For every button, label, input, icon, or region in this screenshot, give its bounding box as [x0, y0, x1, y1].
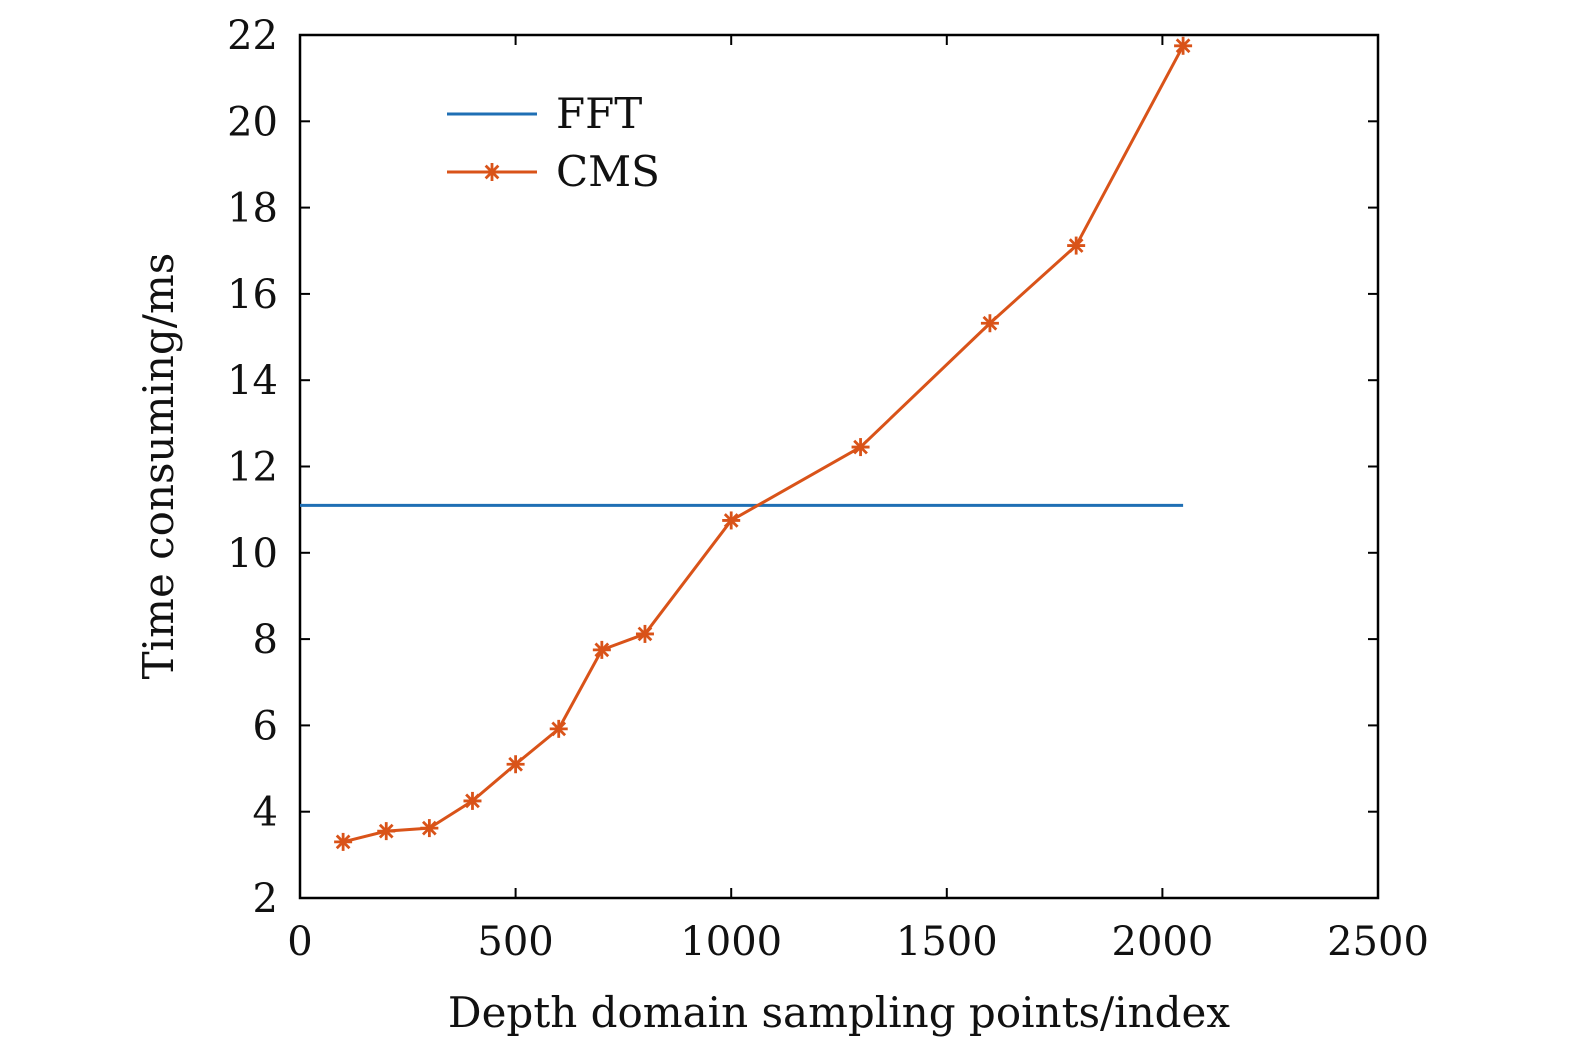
series-layer	[300, 36, 1193, 851]
cms-data-point	[592, 640, 611, 659]
cms-data-point	[635, 624, 654, 643]
marker-stroke	[465, 793, 480, 809]
cms-data-point	[377, 822, 396, 841]
marker-stroke	[378, 823, 394, 839]
legend-cms-marker	[483, 163, 501, 181]
y-tick-label: 10	[227, 531, 278, 577]
x-tick-label: 1000	[680, 919, 782, 965]
marker-stroke	[422, 820, 437, 836]
x-tick-label: 1500	[896, 919, 998, 965]
marker-stroke	[1175, 38, 1191, 54]
cms-data-point	[1067, 236, 1086, 255]
cms-data-point	[506, 755, 525, 774]
marker-stroke	[594, 642, 610, 658]
x-axis-title: Depth domain sampling points/index	[448, 988, 1230, 1037]
y-tick-label: 6	[253, 703, 278, 749]
y-tick-label: 12	[227, 445, 278, 491]
y-tick-label: 8	[253, 617, 278, 663]
marker-stroke	[508, 756, 523, 772]
marker-stroke	[335, 834, 351, 850]
marker-stroke	[551, 721, 567, 737]
cms-data-point	[420, 819, 439, 838]
x-tick-label: 500	[477, 919, 553, 965]
y-tick-label: 22	[227, 13, 278, 59]
y-tick-label: 4	[253, 790, 278, 836]
marker-stroke	[853, 439, 868, 455]
marker-stroke	[484, 164, 500, 180]
legend-fft-label: FFT	[556, 89, 642, 138]
cms-data-point	[334, 832, 353, 851]
cms-series-line	[342, 45, 1185, 844]
y-tick-label: 2	[253, 876, 278, 922]
y-tick-label: 14	[227, 358, 278, 404]
cms-data-point	[1174, 36, 1193, 55]
cms-data-point	[549, 719, 568, 738]
y-axis-ticks: 2 4 6 8 10 12 14 16 18 20 22	[227, 13, 1378, 922]
y-axis-title: Time consuming/ms	[134, 253, 183, 680]
cms-data-point	[463, 791, 482, 810]
cms-data-point	[851, 438, 870, 457]
y-tick-label: 20	[227, 99, 278, 145]
x-tick-label: 0	[287, 919, 312, 965]
legend: FFT CMS	[447, 89, 660, 196]
plot-frame	[298, 33, 1380, 900]
cms-data-point	[980, 314, 999, 333]
x-axis-ticks: 0 500 1000 1500 2000 2500	[287, 35, 1429, 965]
marker-stroke	[982, 315, 998, 331]
legend-cms-label: CMS	[556, 147, 660, 196]
y-tick-label: 18	[227, 186, 278, 232]
y-tick-label: 16	[227, 272, 278, 318]
x-tick-label: 2500	[1327, 919, 1429, 965]
x-tick-label: 2000	[1112, 919, 1214, 965]
marker-stroke	[1068, 238, 1084, 253]
marker-stroke	[723, 513, 739, 528]
cms-data-point	[722, 511, 741, 530]
marker-stroke	[637, 626, 653, 642]
